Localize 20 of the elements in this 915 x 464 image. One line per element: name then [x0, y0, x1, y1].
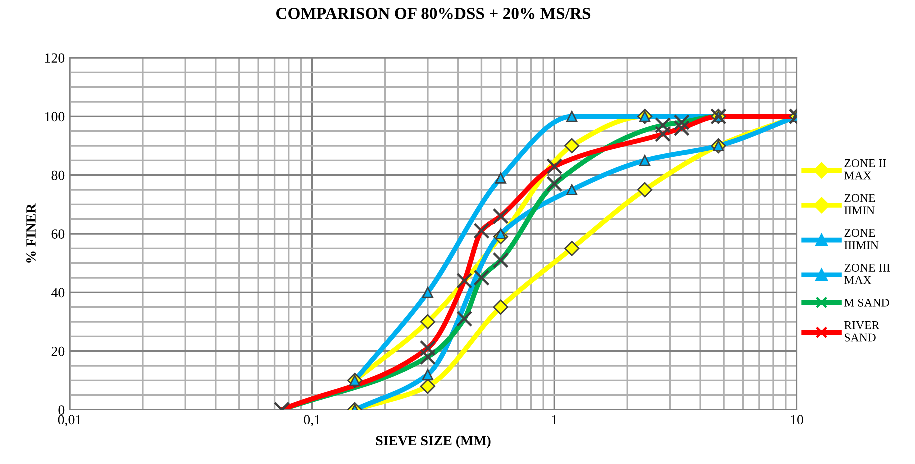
x-tick-label: 0,1	[304, 415, 320, 427]
legend-label: M SAND	[844, 298, 890, 307]
y-tick-label: 80	[52, 170, 65, 180]
x-tick-label: 1	[552, 415, 558, 424]
y-tick-label: 60	[52, 230, 65, 239]
chart-title: COMPARISON OF 80%DSS + 20% MS/RS	[276, 8, 591, 20]
y-axis-title: % FINER	[26, 204, 36, 263]
x-tick-label: 10	[791, 415, 804, 425]
legend-label: ZONE IIIMIN	[844, 229, 879, 250]
y-tick-label: 120	[46, 54, 65, 63]
y-tick-label: 40	[52, 288, 65, 298]
legend-label: ZONE III MAX	[844, 264, 890, 284]
x-tick-label: 0,01	[58, 415, 82, 427]
y-tick-label: 20	[52, 346, 65, 356]
y-tick-label: 100	[46, 112, 65, 122]
x-axis-title: SIEVE SIZE (MM)	[376, 436, 491, 448]
legend-label: RIVER SAND	[844, 322, 880, 342]
legend-label: ZONE II MAX	[844, 159, 886, 180]
legend-label: ZONE IIMIN	[844, 194, 876, 214]
y-tick-label: 0	[58, 406, 65, 415]
